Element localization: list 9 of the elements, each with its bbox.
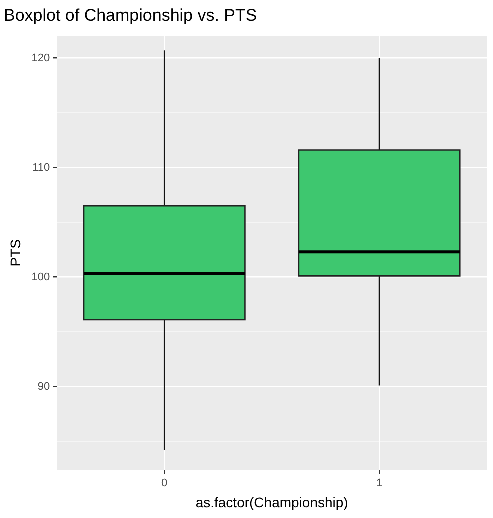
x-tick-label: 1 — [376, 478, 383, 490]
y-tick-label: 100 — [32, 271, 50, 284]
y-tick-label: 110 — [32, 162, 50, 174]
x-axis-title: as.factor(Championship) — [196, 494, 348, 510]
y-tick-label: 120 — [32, 52, 50, 64]
y-axis-title: PTS — [7, 240, 24, 267]
x-tick-label: 0 — [162, 478, 168, 490]
chart-title: Boxplot of Championship vs. PTS — [4, 6, 258, 25]
y-tick-label: 90 — [38, 380, 50, 393]
